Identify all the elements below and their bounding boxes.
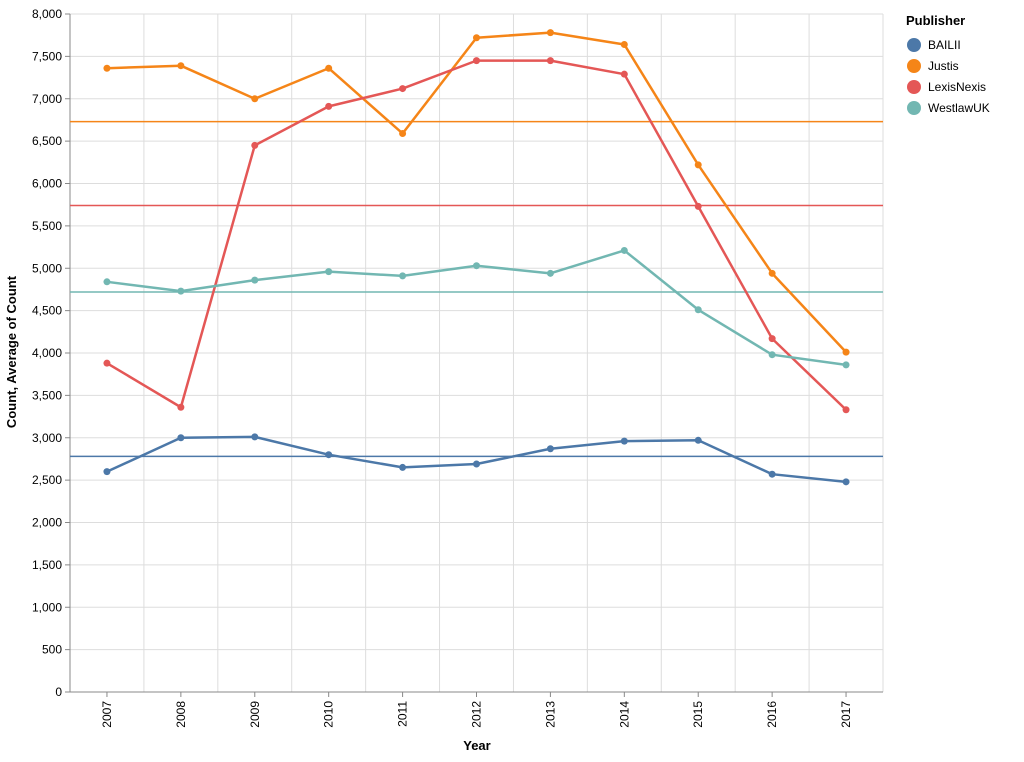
legend-swatch (907, 59, 921, 73)
legend-label: Justis (928, 59, 959, 73)
data-point (103, 278, 111, 286)
data-point (694, 161, 702, 169)
legend: Publisher BAILII Justis LexisNexis WestlawU… (906, 13, 990, 115)
data-point (103, 468, 111, 476)
y-axis: 0 500 1,000 1,500 2,000 2,500 3,000 3,500 4,000 4… (32, 7, 71, 699)
data-point (251, 141, 259, 149)
x-tick-label: 2012 (470, 701, 484, 728)
y-tick-label: 2,000 (32, 516, 62, 530)
y-tick-label: 6,500 (32, 134, 62, 148)
data-point (768, 335, 776, 343)
legend-label: LexisNexis (928, 80, 986, 94)
y-tick-label: 500 (42, 643, 62, 657)
legend-label: BAILII (928, 38, 961, 52)
data-point (842, 478, 850, 486)
data-point (694, 436, 702, 444)
x-tick-label: 2017 (839, 701, 853, 728)
legend-swatch (907, 80, 921, 94)
x-tick-label: 2013 (543, 701, 557, 728)
y-tick-label: 4,500 (32, 304, 62, 318)
data-point (103, 359, 111, 367)
legend-label: WestlawUK (928, 101, 990, 115)
y-tick-label: 2,500 (32, 473, 62, 487)
data-point (694, 306, 702, 314)
data-point (768, 470, 776, 478)
y-tick-label: 5,500 (32, 219, 62, 233)
data-point (620, 437, 628, 445)
grid (70, 13, 884, 693)
y-axis-title: Count, Average of Count (4, 275, 19, 428)
data-point (620, 41, 628, 49)
data-point (546, 57, 554, 65)
x-tick-label: 2011 (396, 701, 410, 727)
data-point (694, 202, 702, 210)
data-point (399, 272, 407, 280)
data-point (620, 70, 628, 78)
data-point (177, 403, 185, 411)
data-point (842, 406, 850, 414)
data-point (546, 269, 554, 277)
x-axis-title: Year (463, 738, 490, 753)
data-point (399, 463, 407, 471)
data-point (251, 95, 259, 103)
y-tick-label: 5,000 (32, 261, 62, 275)
x-tick-label: 2010 (322, 701, 336, 728)
data-point (546, 445, 554, 453)
data-point (325, 64, 333, 72)
data-point (399, 129, 407, 137)
data-point (325, 102, 333, 110)
series-points (103, 29, 850, 486)
data-point (177, 434, 185, 442)
data-point (251, 276, 259, 284)
data-point (473, 34, 480, 42)
y-tick-label: 7,000 (32, 92, 62, 106)
data-point (473, 460, 480, 468)
y-tick-label: 4,000 (32, 346, 62, 360)
data-point (473, 57, 480, 65)
legend-title: Publisher (906, 13, 965, 28)
data-point (177, 287, 185, 295)
x-tick-label: 2016 (765, 701, 779, 728)
x-tick-label: 2009 (248, 701, 262, 728)
data-point (251, 433, 259, 441)
x-tick-label: 2007 (100, 701, 114, 728)
x-tick-label: 2014 (617, 701, 631, 728)
data-point (325, 268, 333, 276)
data-point (842, 348, 850, 356)
y-tick-label: 6,000 (32, 177, 62, 191)
data-point (177, 62, 185, 70)
data-point (768, 269, 776, 277)
data-point (103, 64, 111, 72)
x-tick-label: 2008 (174, 701, 188, 728)
legend-swatch (907, 101, 921, 115)
x-axis: 2007 2008 2009 2010 2011 2012 2013 2014 2015 2016… (70, 691, 883, 728)
y-tick-label: 3,000 (32, 431, 62, 445)
y-tick-label: 7,500 (32, 49, 62, 63)
x-tick-label: 2015 (691, 701, 705, 728)
data-point (768, 351, 776, 359)
data-point (325, 451, 333, 459)
y-tick-label: 8,000 (32, 7, 62, 21)
data-point (473, 262, 480, 270)
y-tick-label: 1,000 (32, 600, 62, 614)
y-tick-label: 1,500 (32, 558, 62, 572)
data-point (546, 29, 554, 37)
data-point (620, 246, 628, 254)
y-tick-label: 3,500 (32, 388, 62, 402)
data-point (399, 85, 407, 93)
legend-swatch (907, 38, 921, 52)
data-point (842, 361, 850, 369)
y-tick-label: 0 (55, 685, 62, 699)
